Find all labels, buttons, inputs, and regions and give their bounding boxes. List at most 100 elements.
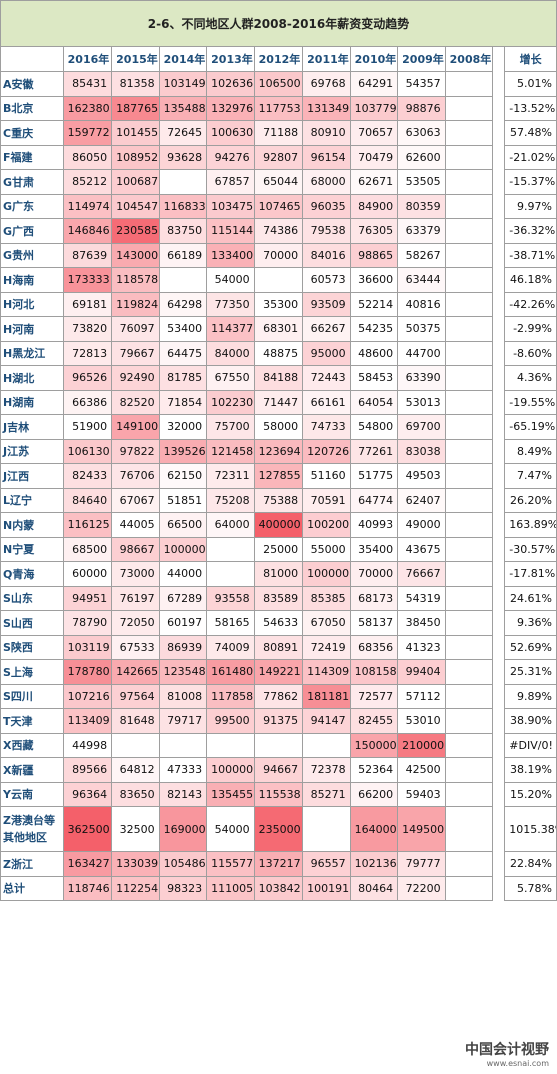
salary-cell: 79777 — [397, 851, 446, 877]
salary-cell: 115144 — [206, 218, 255, 244]
region-name: H河北 — [0, 291, 64, 317]
salary-cell — [444, 463, 494, 489]
watermark-logo: 中国会计视野 www.esnai.com — [465, 1039, 549, 1068]
salary-cell — [444, 291, 494, 317]
growth-cell: -17.81% — [504, 561, 557, 587]
salary-cell: 116833 — [158, 193, 208, 219]
salary-cell: 67550 — [206, 365, 255, 391]
salary-cell: 117753 — [253, 95, 304, 121]
table-row: S山西 78790 72050 60197 58165 54633 67050 58137 38… — [0, 610, 557, 636]
salary-cell: 74386 — [253, 218, 304, 244]
gap-cell — [492, 316, 506, 341]
table-row: X新疆 89566 64812 47333 100000 94667 72378 52364 4… — [0, 757, 557, 783]
region-name: X新疆 — [0, 757, 64, 783]
gap-cell — [492, 876, 506, 901]
salary-cell: 48875 — [253, 340, 304, 366]
region-name: H湖南 — [0, 389, 64, 415]
salary-cell: 38450 — [397, 610, 446, 636]
salary-cell: 87639 — [62, 242, 113, 268]
salary-cell: 44700 — [397, 340, 446, 366]
salary-cell: 70657 — [349, 120, 399, 146]
table-row: N内蒙 116125 44005 66500 64000 400000 100200 4099… — [0, 512, 557, 538]
salary-cell: 71188 — [253, 120, 304, 146]
region-name: 总计 — [0, 875, 64, 901]
salary-cell — [206, 732, 255, 758]
salary-cell: 75700 — [206, 414, 255, 440]
salary-cell — [444, 610, 494, 636]
region-name: G贵州 — [0, 242, 64, 268]
salary-cell: 98667 — [111, 536, 160, 562]
salary-cell: 95000 — [302, 340, 351, 366]
salary-cell: 77862 — [253, 683, 304, 709]
gap-cell — [492, 733, 506, 758]
salary-cell — [444, 683, 494, 709]
salary-cell — [444, 95, 494, 121]
gap-cell — [492, 463, 506, 488]
gap-cell — [492, 806, 506, 852]
table-row: S陕西 103119 67533 86939 74009 80891 72419 68356 4… — [0, 634, 557, 660]
salary-cell: 84016 — [302, 242, 351, 268]
salary-cell: 102230 — [206, 389, 255, 415]
salary-cell: 81358 — [111, 71, 160, 97]
salary-cell: 159772 — [62, 120, 113, 146]
salary-cell: 85431 — [62, 71, 113, 97]
salary-cell — [444, 634, 494, 660]
region-name: N内蒙 — [0, 512, 64, 538]
growth-cell: -42.26% — [504, 291, 557, 317]
salary-cell: 50375 — [397, 316, 446, 342]
salary-cell: 116125 — [62, 512, 113, 538]
table-row: 总计 118746 112254 98323 111005 103842 100191 804… — [0, 875, 557, 901]
growth-cell: 25.31% — [504, 659, 557, 685]
salary-cell: 400000 — [253, 512, 304, 538]
region-name: Y云南 — [0, 781, 64, 807]
region-name: Q青海 — [0, 561, 64, 587]
header-year-5: 2012年 — [253, 46, 304, 72]
region-name: J吉林 — [0, 414, 64, 440]
salary-cell: 75388 — [253, 487, 304, 513]
region-name: B北京 — [0, 95, 64, 121]
salary-cell: 123694 — [253, 438, 304, 464]
salary-cell: 65044 — [253, 169, 304, 195]
table-row: Z港澳台等其他地区 362500 32500 169000 54000 235000 164… — [0, 806, 557, 852]
growth-cell: -2.99% — [504, 316, 557, 342]
salary-cell: 146846 — [62, 218, 113, 244]
gap-cell — [492, 96, 506, 121]
salary-cell: 114377 — [206, 316, 255, 342]
salary-cell: 62407 — [397, 487, 446, 513]
salary-cell: 92490 — [111, 365, 160, 391]
salary-cell: 58000 — [253, 414, 304, 440]
salary-cell — [206, 536, 255, 562]
salary-cell: 54357 — [397, 71, 446, 97]
salary-cell: 161480 — [206, 659, 255, 685]
salary-cell: 100000 — [158, 536, 208, 562]
salary-cell: 137217 — [253, 851, 304, 877]
salary-cell: 85212 — [62, 169, 113, 195]
watermark-url: www.esnai.com — [486, 1059, 549, 1068]
salary-cell: 66386 — [62, 389, 113, 415]
salary-cell: 77350 — [206, 291, 255, 317]
gap-cell — [492, 145, 506, 170]
salary-cell: 44000 — [158, 561, 208, 587]
salary-cell: 91375 — [253, 708, 304, 734]
salary-cell: 80910 — [302, 120, 351, 146]
gap-cell — [492, 169, 506, 194]
salary-cell: 60573 — [302, 267, 351, 293]
salary-cell: 54235 — [349, 316, 399, 342]
salary-cell: 102636 — [206, 71, 255, 97]
salary-cell: 84000 — [206, 340, 255, 366]
header-year-8: 2009年 — [397, 46, 446, 72]
salary-table: 2-6、不同地区人群2008-2016年薪资变动趋势 2016年 2015年 201… — [0, 0, 557, 901]
gap-cell — [492, 194, 506, 219]
table-row: X西藏 44998 150000 210000 #DIV/0! — [0, 732, 557, 758]
salary-cell: 72050 — [111, 610, 160, 636]
salary-cell: 106130 — [62, 438, 113, 464]
salary-cell: 83650 — [111, 781, 160, 807]
gap-cell — [492, 390, 506, 415]
salary-cell — [444, 708, 494, 734]
table-title: 2-6、不同地区人群2008-2016年薪资变动趋势 — [0, 0, 557, 47]
region-name: S四川 — [0, 683, 64, 709]
salary-cell: 135488 — [158, 95, 208, 121]
region-name: J江苏 — [0, 438, 64, 464]
salary-cell: 143000 — [111, 242, 160, 268]
salary-cell: 54633 — [253, 610, 304, 636]
